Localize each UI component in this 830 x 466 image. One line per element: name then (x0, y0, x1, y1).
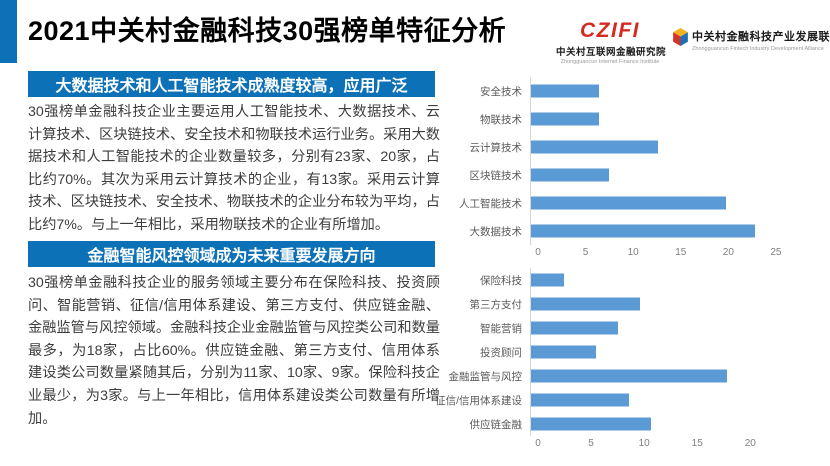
alliance-org-name-en: Zhongguancun Fintech Industry Developmen… (692, 46, 824, 52)
bar-track (530, 292, 814, 316)
category-label: 大数据技术 (469, 225, 523, 238)
bar-track (530, 105, 814, 133)
bar-row: 安全技术 (452, 77, 814, 105)
category-label: 区块链技术 (469, 169, 523, 182)
bar-row: 金融监管与风控 (448, 364, 814, 388)
bar (531, 369, 727, 383)
bar-track (530, 161, 814, 189)
category-label: 云计算技术 (469, 141, 523, 154)
cube-icon (672, 28, 689, 47)
axis-tick-label: 5 (588, 438, 594, 449)
axis-tick-label: 20 (744, 438, 756, 449)
bar-track (530, 77, 814, 105)
title-accent-bar (0, 0, 17, 63)
category-label: 物联技术 (480, 113, 522, 126)
bar (531, 196, 727, 210)
bar (531, 168, 610, 182)
bar (531, 84, 600, 98)
bar-track (530, 388, 814, 412)
section-heading-technology: 大数据技术和人工智能技术成熟度较高，应用广泛 (28, 71, 435, 97)
bar-row: 第三方支付 (452, 292, 814, 316)
alliance-org-name-cn: 中关村金融科技产业发展联盟 (692, 31, 830, 43)
bar (531, 273, 564, 287)
bar-row: 人工智能技术 (452, 189, 814, 217)
service-field-bar-chart: 保险科技第三方支付智能营销投资顾问金融监管与风控征信/信用体系建设供应链金融 0 5… (435, 268, 814, 450)
category-label: 金融监管与风控 (448, 370, 523, 383)
x-axis: 0 5 10 15 20 (535, 438, 814, 454)
czifi-org-name-en: Zhongguancun Internet Finance Institute (560, 59, 660, 65)
czifi-wordmark: CZIFI (580, 19, 640, 42)
category-label: 保险科技 (480, 274, 522, 287)
category-label: 安全技术 (480, 85, 522, 98)
bar (531, 345, 597, 359)
category-label: 第三方支付 (469, 298, 523, 311)
axis-tick-label: 15 (675, 247, 687, 258)
bar-track (530, 217, 814, 245)
bar-row: 征信/信用体系建设 (435, 388, 814, 412)
axis-tick-label: 25 (770, 247, 782, 258)
bar-row: 智能营销 (452, 316, 814, 340)
bar (531, 393, 629, 407)
bar (531, 112, 600, 126)
logo-area: CZIFI 中关村互联网金融研究院 Zhongguancun Internet … (556, 19, 830, 66)
bar-track (530, 189, 814, 217)
chart-rows: 保险科技第三方支付智能营销投资顾问金融监管与风控征信/信用体系建设供应链金融 (435, 268, 814, 436)
bar-row: 物联技术 (452, 105, 814, 133)
alliance-text-block: 中关村金融科技产业发展联盟 Zhongguancun Fintech Indus… (692, 28, 830, 52)
x-axis: 0 5 10 15 20 25 (535, 247, 814, 263)
page-title: 2021中关村金融科技30强榜单特征分析 (28, 16, 507, 46)
category-label: 征信/信用体系建设 (435, 394, 522, 407)
axis-tick-label: 10 (627, 247, 639, 258)
bar-row: 保险科技 (452, 268, 814, 292)
axis-tick-label: 5 (582, 247, 589, 258)
section-heading-risk-control: 金融智能风控领域成为未来重要发展方向 (28, 241, 435, 267)
section-body-technology: 30强榜单金融科技企业主要运用人工智能技术、大数据技术、云计算技术、区块链技术、… (28, 104, 440, 233)
category-label: 投资顾问 (480, 346, 522, 359)
bar-track (530, 340, 814, 364)
axis-tick-label: 10 (638, 438, 650, 449)
bar-row: 大数据技术 (452, 217, 814, 245)
axis-tick-label: 0 (535, 247, 541, 258)
bar-row: 区块链技术 (452, 161, 814, 189)
bar-row: 云计算技术 (452, 133, 814, 161)
alliance-logo: 中关村金融科技产业发展联盟 Zhongguancun Fintech Indus… (672, 20, 830, 52)
category-label: 人工智能技术 (459, 197, 522, 210)
bar (531, 140, 658, 154)
bar-track (530, 316, 814, 340)
section-body-risk-control: 30强榜单金融科技企业的服务领域主要分布在保险科技、投资顾问、智能营销、征信/信… (28, 275, 440, 427)
bar-track (530, 412, 814, 436)
category-label: 智能营销 (480, 322, 522, 335)
technology-bar-chart: 安全技术物联技术云计算技术区块链技术人工智能技术大数据技术 0 5 10 15 20 25 (452, 77, 814, 259)
bar (531, 417, 651, 431)
bar (531, 224, 756, 238)
bar (531, 321, 619, 335)
bar-track (530, 364, 814, 388)
axis-tick-label: 15 (691, 438, 703, 449)
bar-row: 供应链金融 (452, 412, 814, 436)
category-label: 供应链金融 (469, 418, 523, 431)
czifi-org-name-cn: 中关村互联网金融研究院 (556, 47, 667, 58)
bar (531, 297, 640, 311)
czifi-logo: CZIFI 中关村互联网金融研究院 Zhongguancun Internet … (556, 19, 667, 66)
axis-tick-label: 0 (535, 438, 541, 449)
bar-row: 投资顾问 (452, 340, 814, 364)
chart-rows: 安全技术物联技术云计算技术区块链技术人工智能技术大数据技术 (452, 77, 814, 245)
bar-track (530, 133, 814, 161)
bar-track (530, 268, 814, 292)
axis-tick-label: 20 (722, 247, 734, 258)
